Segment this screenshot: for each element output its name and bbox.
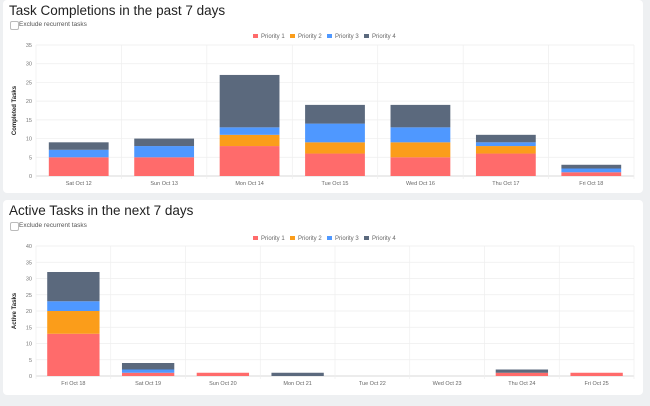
legend-swatch[interactable] (364, 236, 369, 240)
legend-swatch[interactable] (290, 34, 295, 38)
y-tick-label: 10 (26, 342, 32, 348)
y-tick-label: 10 (26, 137, 32, 143)
legend-swatch[interactable] (290, 236, 295, 240)
y-tick-label: 15 (26, 325, 32, 331)
bar-priority-1 (47, 333, 100, 376)
x-tick-label: Tue Oct 22 (359, 381, 386, 387)
bar-priority-3 (121, 369, 175, 373)
legend-label[interactable]: Priority 2 (298, 34, 322, 40)
y-tick-label: 20 (26, 309, 32, 315)
bar-priority-4 (271, 372, 324, 376)
exclude-recurrent-label: Exclude recurrent tasks (19, 222, 87, 229)
bar-priority-4 (47, 272, 100, 302)
bar-priority-4 (121, 363, 175, 370)
y-tick-label: 35 (26, 260, 32, 266)
bar-priority-3 (134, 146, 195, 158)
bar-priority-2 (47, 311, 100, 334)
x-tick-label: Tue Oct 15 (321, 181, 348, 187)
x-tick-label: Wed Oct 23 (433, 381, 462, 387)
active-chart: Priority 1 Priority 2 Priority 3 Priority 4… (12, 236, 635, 387)
x-tick-label: Wed Oct 16 (406, 181, 435, 187)
y-tick-label: 25 (26, 80, 32, 86)
bar-priority-2 (475, 146, 536, 154)
x-tick-label: Sat Oct 12 (66, 181, 92, 187)
bar-priority-1 (219, 146, 280, 176)
legend-label[interactable]: Priority 4 (372, 34, 396, 40)
bar-priority-3 (219, 127, 280, 135)
active-card: Active Tasks in the next 7 days Exclude … (3, 200, 643, 395)
legend-swatch[interactable] (253, 236, 258, 240)
y-axis-label: Completed Tasks (12, 85, 18, 135)
bar-priority-1 (570, 372, 623, 376)
x-tick-label: Sun Oct 20 (209, 381, 237, 387)
y-tick-label: 15 (26, 118, 32, 124)
bar-priority-4 (390, 104, 451, 128)
legend-swatch[interactable] (327, 34, 332, 38)
bar-priority-1 (390, 157, 451, 176)
y-tick-label: 35 (26, 43, 32, 49)
y-tick-label: 30 (26, 62, 32, 68)
y-tick-label: 20 (26, 99, 32, 105)
exclude-recurrent-checkbox[interactable] (10, 222, 19, 231)
bar-priority-1 (134, 157, 195, 176)
x-tick-label: Thu Oct 17 (492, 181, 519, 187)
bar-priority-3 (47, 301, 100, 311)
bar-priority-3 (390, 127, 451, 143)
legend-label[interactable]: Priority 4 (372, 236, 396, 242)
bar-priority-2 (390, 142, 451, 158)
bar-priority-4 (561, 164, 622, 169)
y-axis-label: Active Tasks (12, 292, 18, 329)
bar-priority-4 (134, 138, 195, 147)
bar-priority-4 (475, 134, 536, 143)
chart-title: Active Tasks in the next 7 days (9, 203, 194, 218)
bar-priority-2 (219, 134, 280, 147)
bar-priority-4 (495, 369, 549, 373)
bar-priority-3 (561, 168, 622, 173)
x-tick-label: Sat Oct 19 (135, 381, 161, 387)
exclude-recurrent-checkbox[interactable] (10, 21, 19, 30)
x-tick-label: Fri Oct 18 (579, 181, 603, 187)
y-tick-label: 5 (29, 358, 32, 364)
bar-priority-1 (121, 372, 175, 376)
legend-label[interactable]: Priority 1 (261, 236, 285, 242)
bar-priority-3 (48, 149, 109, 158)
legend-label[interactable]: Priority 1 (261, 34, 285, 40)
bar-priority-1 (495, 372, 549, 376)
legend-label[interactable]: Priority 2 (298, 236, 322, 242)
x-tick-label: Mon Oct 14 (235, 181, 263, 187)
completions-chart: Priority 1 Priority 2 Priority 3 Priority 4… (12, 34, 635, 187)
bar-priority-2 (305, 142, 365, 154)
y-tick-label: 0 (29, 174, 32, 180)
y-tick-label: 30 (26, 277, 32, 283)
y-tick-label: 25 (26, 293, 32, 299)
completions-card: Task Completions in the past 7 days Excl… (3, 0, 643, 193)
y-tick-label: 40 (26, 244, 32, 250)
x-tick-label: Sun Oct 13 (150, 181, 178, 187)
bar-priority-4 (48, 142, 109, 150)
y-tick-label: 5 (29, 155, 32, 161)
x-tick-label: Fri Oct 25 (585, 381, 609, 387)
x-tick-label: Mon Oct 21 (283, 381, 311, 387)
chart-title: Task Completions in the past 7 days (9, 3, 226, 18)
legend-swatch[interactable] (327, 236, 332, 240)
bar-priority-1 (305, 153, 365, 176)
bar-priority-1 (48, 157, 109, 176)
exclude-recurrent-label: Exclude recurrent tasks (19, 21, 87, 28)
bar-priority-1 (196, 372, 250, 376)
x-tick-label: Thu Oct 24 (508, 381, 535, 387)
legend-swatch[interactable] (253, 34, 258, 38)
bar-priority-1 (561, 172, 622, 176)
legend-label[interactable]: Priority 3 (335, 34, 359, 40)
bar-priority-4 (219, 74, 280, 128)
legend-swatch[interactable] (364, 34, 369, 38)
bar-priority-3 (305, 123, 365, 143)
bar-priority-3 (475, 142, 536, 147)
x-tick-label: Fri Oct 18 (61, 381, 85, 387)
bar-priority-1 (475, 153, 536, 176)
bar-priority-4 (305, 104, 365, 124)
y-tick-label: 0 (29, 374, 32, 380)
legend-label[interactable]: Priority 3 (335, 236, 359, 242)
